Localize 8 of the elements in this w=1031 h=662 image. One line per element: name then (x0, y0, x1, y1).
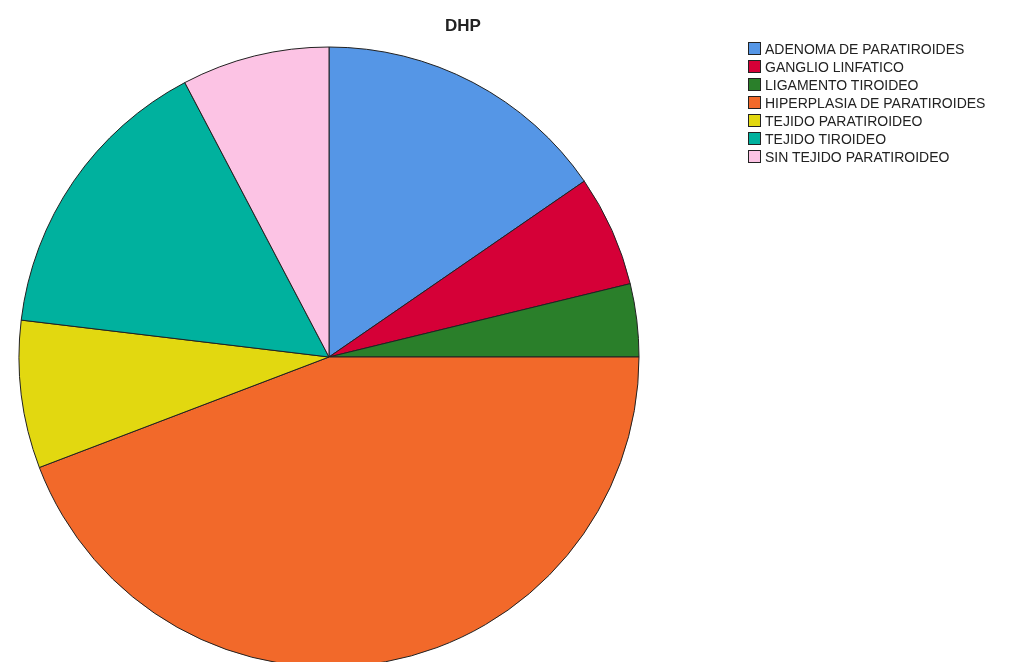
legend-label: LIGAMENTO TIROIDEO (765, 77, 920, 93)
legend-label: SIN TEJIDO PARATIROIDEO (765, 149, 951, 165)
legend-label: TEJIDO TIROIDEO (765, 131, 888, 147)
legend-label: TEJIDO PARATIROIDEO (765, 113, 924, 129)
legend-label: HIPERPLASIA DE PARATIROIDES (765, 95, 987, 111)
chart-title: DHP (444, 16, 482, 36)
legend-label: ADENOMA DE PARATIROIDES (765, 41, 966, 57)
legend-label: GANGLIO LINFATICO (765, 59, 905, 75)
